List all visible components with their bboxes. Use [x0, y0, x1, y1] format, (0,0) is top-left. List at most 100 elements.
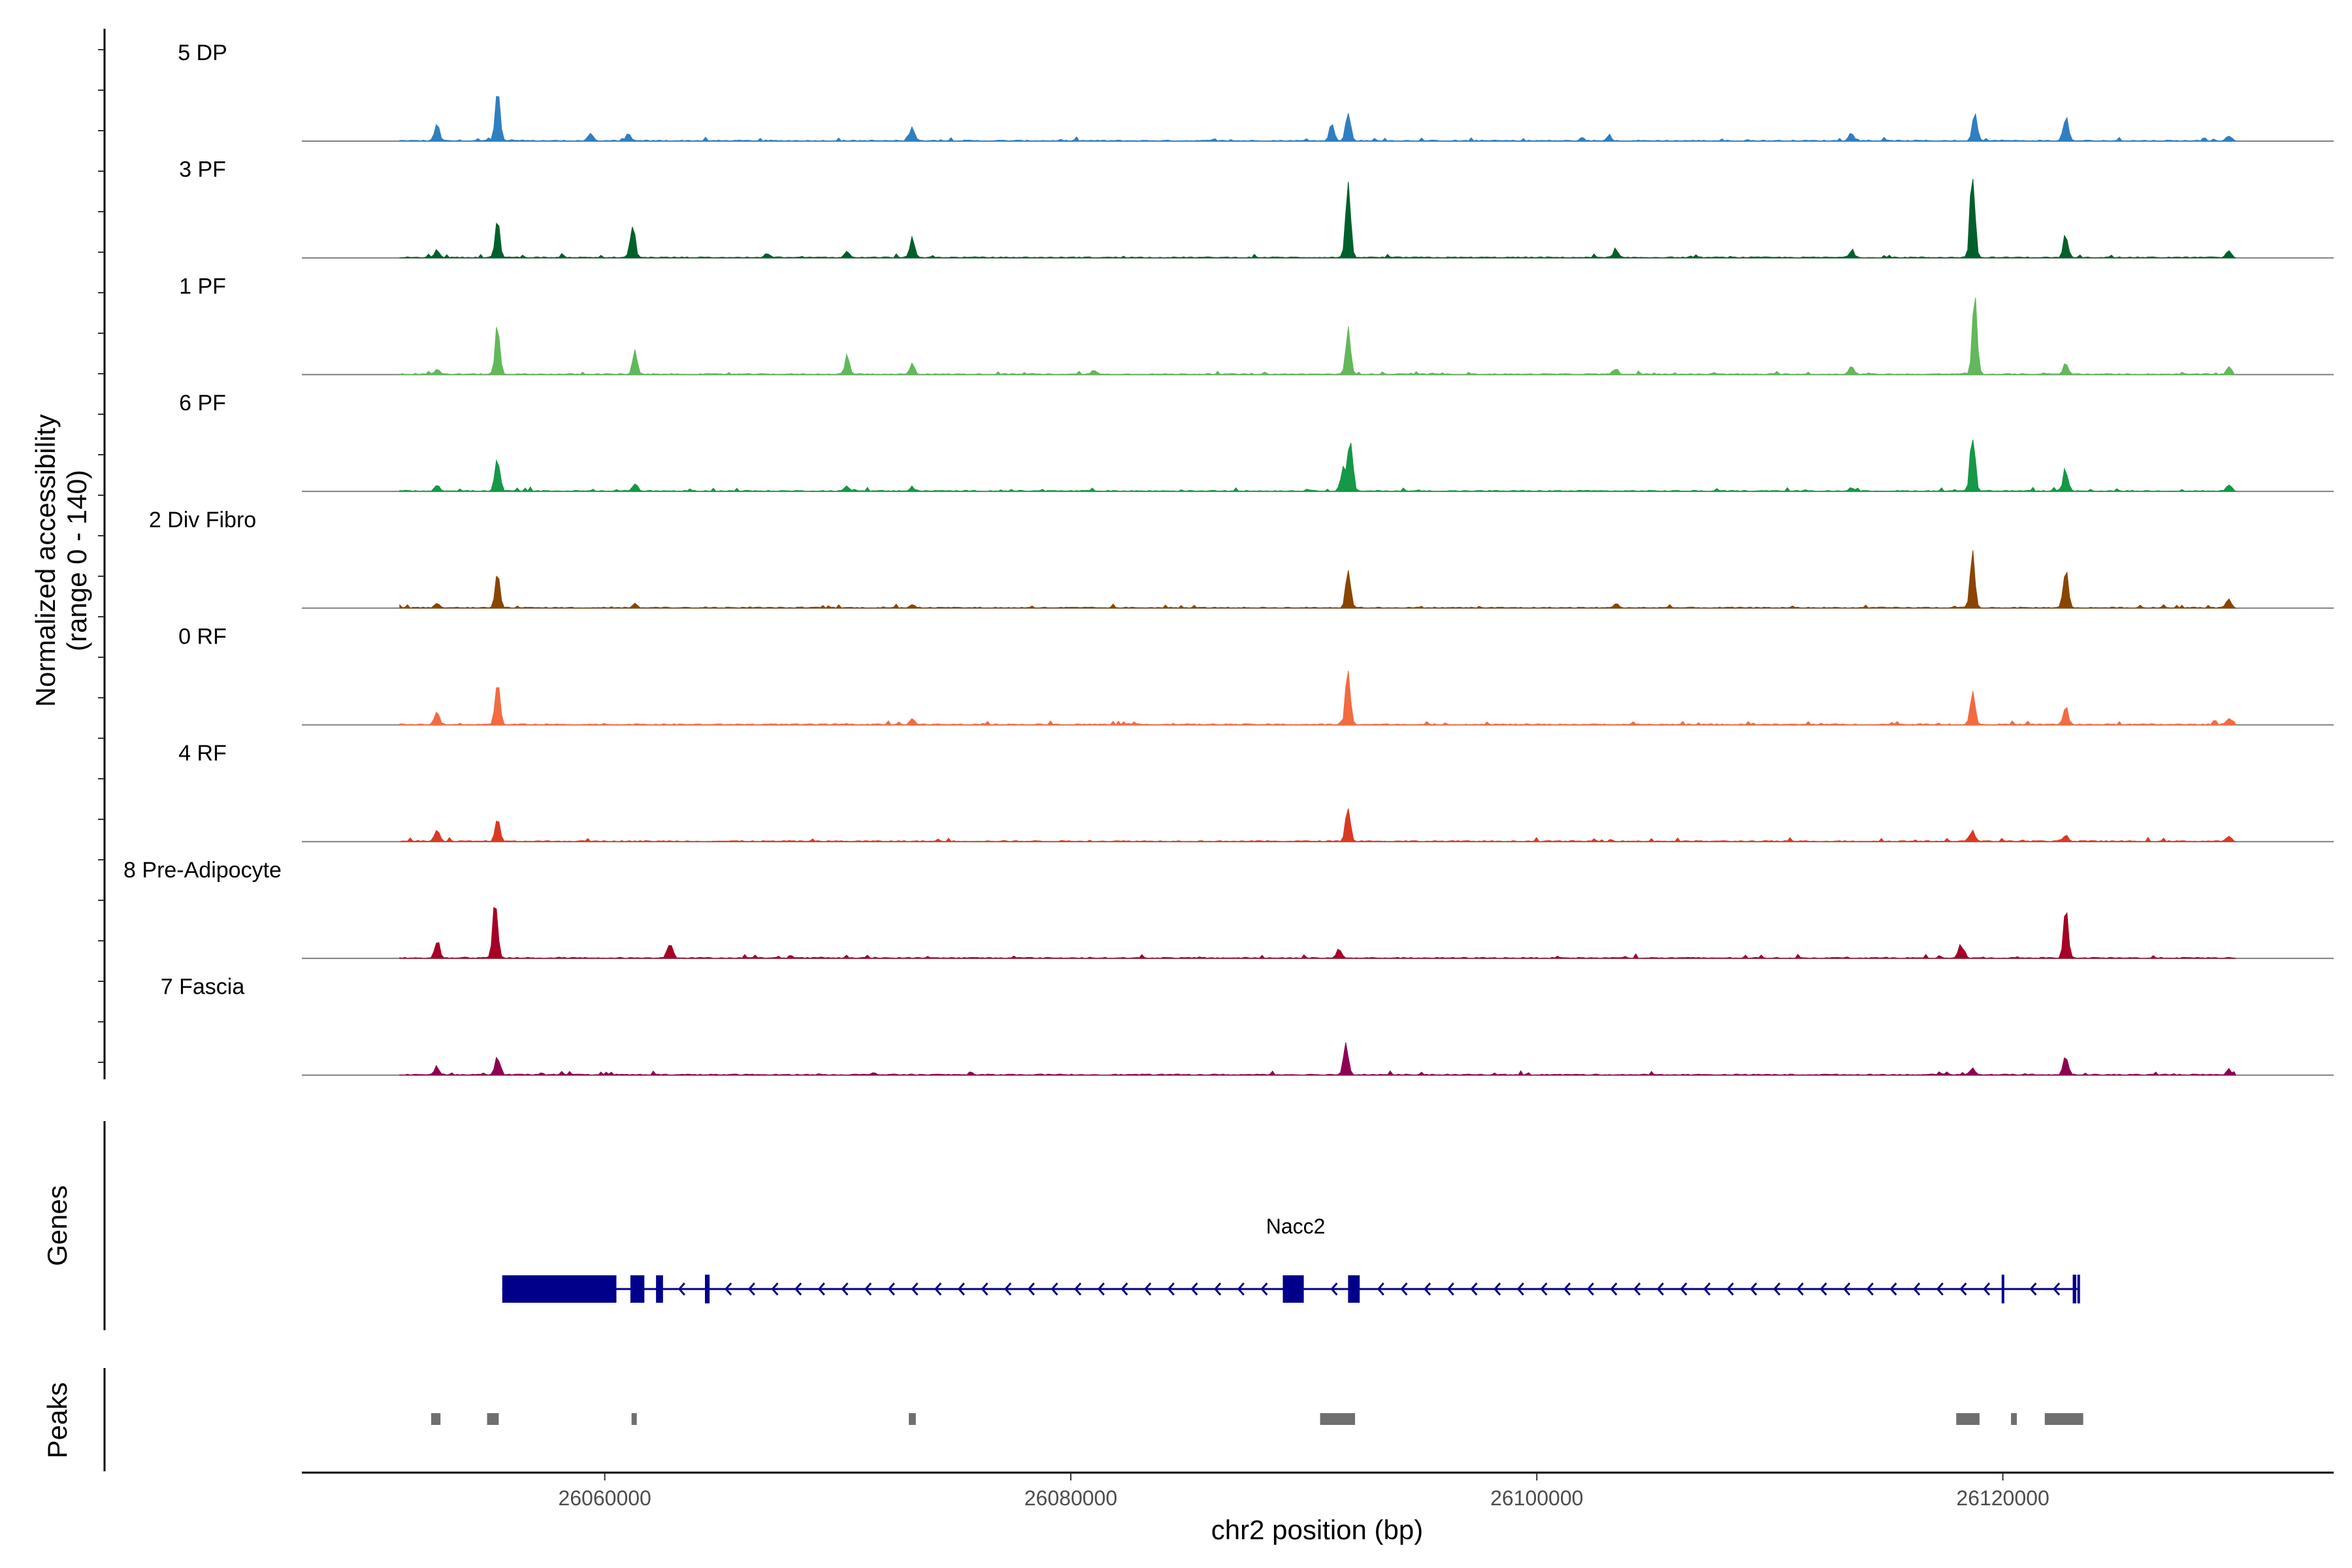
peak-track [431, 1413, 2083, 1425]
y-axis-title-line2: (range 0 - 140) [61, 470, 92, 651]
peak-region [1320, 1413, 1356, 1425]
x-tick-label: 26060000 [558, 1486, 651, 1510]
track-label: 7 Fascia [161, 975, 245, 1000]
strand-arrow [1913, 1282, 1921, 1296]
peak-region [909, 1413, 916, 1425]
strand-arrow [1051, 1282, 1058, 1296]
coverage-tracks: 5 DP 3 PF 1 PF 6 PF 2 Div Fibro 0 RF 4 RF 8 Pre… [123, 41, 2334, 1076]
strand-arrow [957, 1282, 965, 1296]
strand-arrow [1097, 1282, 1105, 1296]
peak-region [2044, 1413, 2083, 1425]
coverage-area [399, 439, 2237, 492]
strand-arrow [1120, 1282, 1128, 1296]
strand-arrow [1820, 1282, 1827, 1296]
peak-region [487, 1413, 499, 1425]
coverage-area [399, 95, 2237, 142]
x-tick-label: 26120000 [1956, 1486, 2049, 1510]
strand-arrow [864, 1282, 872, 1296]
strand-arrow [887, 1282, 895, 1296]
track-label: 2 Div Fibro [149, 508, 256, 532]
coverage-area [399, 1042, 2236, 1076]
strand-arrow [1470, 1282, 1478, 1296]
genes-panel-title: Genes [42, 1185, 73, 1266]
strand-arrow [1446, 1282, 1454, 1296]
peak-region [1956, 1413, 1980, 1425]
strand-arrow [1610, 1282, 1618, 1296]
track-1-pf: 1 PF [179, 274, 2334, 376]
strand-arrow [1190, 1282, 1198, 1296]
track-3-pf: 3 PF [179, 157, 2334, 259]
track-2-div-fibro: 2 Div Fibro [149, 508, 2334, 609]
strand-arrow [1703, 1282, 1711, 1296]
strand-arrow [1330, 1282, 1338, 1296]
peak-region [431, 1413, 441, 1425]
strand-arrow [1004, 1282, 1012, 1296]
gene-exon [705, 1275, 710, 1303]
track-8-pre-adipocyte: 8 Pre-Adipocyte [123, 858, 2334, 959]
gene-exon [1282, 1275, 1304, 1303]
gene-exon [630, 1275, 645, 1303]
gene-exon [2072, 1275, 2076, 1303]
track-4-rf: 4 RF [178, 741, 2334, 843]
strand-arrow [1260, 1282, 1268, 1296]
strand-arrow [1866, 1282, 1874, 1296]
strand-arrow [1680, 1282, 1688, 1296]
strand-arrow [981, 1282, 988, 1296]
y-axis-title-line1: Normalized accessibility [30, 414, 61, 707]
strand-arrow [1983, 1282, 1991, 1296]
strand-arrow [1027, 1282, 1035, 1296]
gene-exon [2001, 1275, 2004, 1303]
strand-arrow [1516, 1282, 1524, 1296]
gene-exon [502, 1275, 617, 1303]
strand-arrow [1074, 1282, 1082, 1296]
strand-arrow [1400, 1282, 1408, 1296]
strand-arrow [817, 1282, 825, 1296]
x-tick-label: 26080000 [1024, 1486, 1117, 1510]
track-6-pf: 6 PF [179, 391, 2334, 493]
strand-arrow [771, 1282, 779, 1296]
peak-region [631, 1413, 637, 1425]
track-label: 5 DP [178, 41, 227, 65]
track-label: 0 RF [178, 625, 227, 649]
gene-name-label: Nacc2 [1266, 1215, 1326, 1238]
strand-arrow [725, 1282, 732, 1296]
strand-arrow [1424, 1282, 1431, 1296]
strand-arrow [1377, 1282, 1384, 1296]
strand-arrow [1726, 1282, 1734, 1296]
peaks-panel-title: Peaks [42, 1382, 73, 1459]
strand-arrow [678, 1282, 685, 1296]
strand-arrow [1167, 1282, 1175, 1296]
x-axis-title: chr2 position (bp) [1211, 1514, 1424, 1545]
strand-arrow [1586, 1282, 1594, 1296]
track-7-fascia: 7 Fascia [161, 975, 2334, 1076]
gene-exon [2077, 1275, 2080, 1303]
track-label: 6 PF [179, 391, 226, 416]
coverage-area [399, 907, 2236, 959]
track-0-rf: 0 RF [178, 625, 2334, 726]
strand-arrow [1843, 1282, 1851, 1296]
gene-exon [1348, 1275, 1360, 1303]
strand-arrow [794, 1282, 802, 1296]
strand-arrow [1214, 1282, 1222, 1296]
strand-arrow [1563, 1282, 1571, 1296]
gene-track: Nacc2 [502, 1215, 2080, 1303]
gene-exon [656, 1275, 663, 1303]
x-tick-label: 26100000 [1490, 1486, 1583, 1510]
track-label: 4 RF [178, 741, 227, 766]
x-axis-ticks: 26060000 26080000 26100000 26120000 [558, 1473, 2050, 1510]
strand-arrow [1889, 1282, 1897, 1296]
strand-arrow [1494, 1282, 1501, 1296]
track-label: 1 PF [179, 274, 226, 299]
strand-arrow [1540, 1282, 1548, 1296]
strand-arrow [841, 1282, 849, 1296]
strand-arrow [1237, 1282, 1245, 1296]
strand-arrow [1633, 1282, 1641, 1296]
strand-arrow [1959, 1282, 1967, 1296]
track-5-dp: 5 DP [178, 41, 2334, 142]
strand-arrow [1750, 1282, 1757, 1296]
strand-arrow [2053, 1282, 2061, 1296]
strand-arrow [1796, 1282, 1804, 1296]
strand-arrow [911, 1282, 919, 1296]
peak-region [2011, 1413, 2017, 1425]
